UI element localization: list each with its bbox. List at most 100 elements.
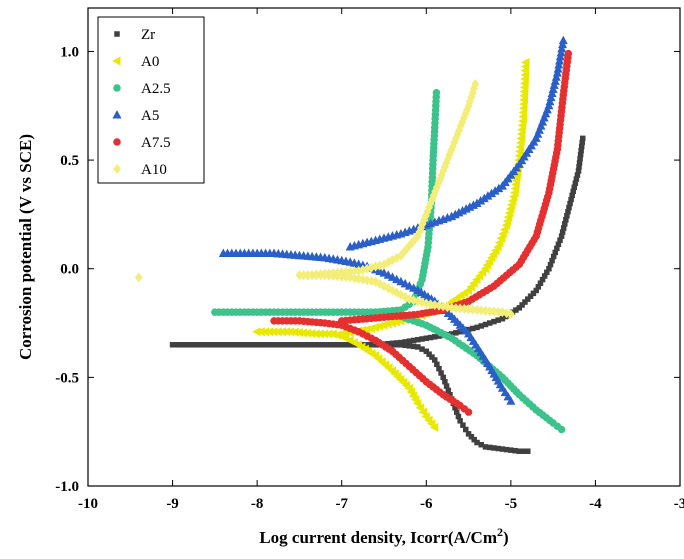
series-A0 [252,57,530,432]
series-A10 [134,79,515,320]
data-point [336,329,346,339]
data-point [292,342,298,348]
data-point [330,342,337,348]
data-point [415,336,421,343]
data-point [562,221,568,227]
data-point [338,342,345,348]
data-point [555,241,562,248]
data-point [309,342,315,348]
data-point [366,323,375,333]
data-point [491,445,497,451]
data-point [332,330,341,340]
x-tick-label: -8 [251,496,264,512]
y-axis-label: Corrosion potential (V vs SCE) [16,134,35,360]
data-point [186,342,193,348]
data-point [547,261,554,268]
data-point [429,422,439,432]
data-point [533,287,539,294]
data-point [250,342,256,348]
data-point [552,249,559,256]
data-point [387,318,396,328]
data-point [544,269,550,276]
data-point [474,324,480,331]
data-point [508,447,514,453]
data-point [525,296,531,302]
data-point [294,327,303,337]
data-point [328,329,337,339]
data-point [513,307,519,313]
data-point [364,342,370,348]
data-point [535,284,542,290]
data-point [340,328,350,338]
data-point [174,342,180,348]
data-point [393,340,400,346]
data-point [564,213,570,219]
data-point [267,342,273,348]
data-point [317,342,324,348]
data-point [295,270,304,281]
data-point [465,431,472,437]
data-point [452,405,458,411]
data-point [565,208,571,215]
x-axis-label-superscript: 2 [497,525,503,539]
data-point [412,398,422,408]
data-point [220,342,227,348]
data-point [573,176,580,182]
legend-label: A0 [141,54,159,70]
data-point [558,35,568,45]
data-point [579,135,586,142]
data-point [402,339,408,345]
data-point [305,342,311,348]
series-A5 [218,35,568,405]
data-point [343,342,349,348]
data-point [579,139,585,146]
data-point [415,344,421,350]
data-point [283,342,290,348]
data-point [410,343,417,350]
data-point [563,217,569,223]
data-point [476,196,486,205]
data-point [195,342,201,348]
data-point [468,434,475,440]
data-point [415,403,425,413]
data-point [290,327,299,337]
data-point [490,186,500,195]
data-point [558,233,565,239]
data-point [560,225,567,231]
data-point [575,168,582,174]
legend-marker [113,138,121,146]
data-point [495,445,501,452]
data-point [457,328,463,335]
data-point [262,342,269,348]
data-point [539,276,546,283]
data-point [482,321,489,328]
data-point [216,342,222,348]
legend-label: A2.5 [141,81,171,97]
data-point [426,351,432,357]
data-point [392,252,401,263]
data-point [527,293,534,299]
data-point [443,383,450,389]
y-tick-label: -1.0 [55,479,79,495]
x-tick-label: -6 [420,496,433,512]
legend-marker [113,84,121,92]
y-tick-label: 0.0 [60,262,79,278]
data-point [448,331,455,337]
legend-label: Zr [141,27,155,43]
data-point [576,164,582,170]
data-point [182,342,189,348]
data-point [245,342,252,348]
data-point [578,143,585,150]
data-point [436,333,442,339]
data-point [298,328,308,338]
legend-label: A5 [141,108,159,124]
data-point [549,257,555,264]
data-point [258,342,265,348]
data-point [571,184,578,190]
x-tick-label: -9 [166,496,179,512]
data-point [519,302,525,308]
data-point [457,418,463,424]
data-point [554,245,560,252]
legend-marker [113,164,121,174]
